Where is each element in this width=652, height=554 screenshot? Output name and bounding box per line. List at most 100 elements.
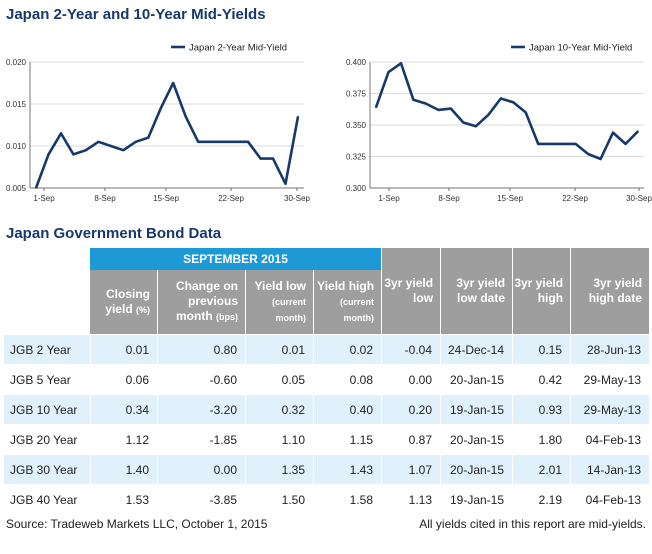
data-point [487,114,490,116]
y-tick-label: 0.015 [6,100,27,109]
bond-name: JGB 2 Year [4,334,90,364]
table-cell: 1.15 [313,424,382,454]
data-point [499,97,502,100]
data-point [35,187,37,189]
bond-data-table: SEPTEMBER 2015 3yr yield low 3yr yield low… [4,248,650,514]
table-cell: 1.53 [90,484,157,514]
table-cell: 20-Jan-15 [440,454,513,484]
data-point [72,153,75,156]
table-row: JGB 5 Year 0.06 -0.60 0.05 0.08 0.00 20-Jan-15… [4,364,650,394]
table-cell: 1.13 [381,484,441,514]
table-cell: 0.15 [512,334,571,364]
x-tick-label: 30-Sep [284,194,310,203]
table-cell: 14-Jan-13 [570,454,650,484]
legend-label: Japan 2-Year Mid-Yield [189,43,287,54]
table-cell: -0.60 [157,364,245,394]
table-cell: 1.07 [381,454,441,484]
column-header: Closing yield (%) [90,270,157,334]
x-tick-label: 22-Sep [218,194,244,203]
table-cell: 0.20 [381,394,441,424]
x-tick-label: 15-Sep [153,194,179,203]
data-point [412,99,415,101]
column-header-label: 3yr yield low date [456,276,506,305]
table-cell: 0.02 [313,334,382,364]
table-cell: 04-Feb-13 [570,484,650,514]
series-line [34,81,300,189]
x-tick-label: 22-Sep [562,194,588,203]
table-cell: 28-Jun-13 [570,334,650,364]
column-header: 3yr yield low date [440,248,513,334]
y-tick-label: 0.020 [6,58,27,67]
table-cell: 0.01 [90,334,157,364]
bond-name: JGB 40 Year [4,484,90,514]
table-cell: 29-May-13 [570,364,650,394]
table-cell: 0.87 [381,424,441,454]
table-cell: 24-Dec-14 [440,334,513,364]
data-point [437,109,440,111]
table-cell: 0.05 [245,364,313,394]
column-header: Yield low (current month) [245,270,313,334]
data-point [85,149,87,151]
table-cell: 1.58 [313,484,382,514]
column-header: Yield high (current month) [313,270,382,334]
table-cell: 19-Jan-15 [440,484,513,514]
data-point [284,183,287,185]
data-point [97,141,100,143]
column-header-label: Yield low [254,278,306,293]
table-cell: 0.42 [512,364,571,394]
data-point [612,131,614,134]
column-header: 3yr yield high date [570,248,650,334]
table-cell: -1.85 [157,424,245,454]
data-point [462,121,465,124]
yield-charts: 0.020 0.015 0.010 0.005 1-Sep 8-Sep 15-Sep 22-S… [6,43,652,204]
table-cell: 0.00 [381,364,441,394]
data-point [562,143,564,145]
column-header-label: Yield high [317,278,375,293]
data-point [537,143,539,145]
column-header-label: 3yr yield high [514,276,564,305]
x-tick-label: 1-Sep [378,194,400,203]
column-header-unit: (current month) [340,296,375,323]
table-cell: 1.10 [245,424,313,454]
column-header-unit: (current month) [271,296,306,323]
data-point [197,141,199,143]
column-header-row: Closing yield (%) Change on previous mont… [4,270,649,334]
chart-10-year: 0.400 0.375 0.350 0.325 0.300 1-Sep 8-Sep 15-Se… [346,43,652,204]
table-cell: 29-May-13 [570,394,650,424]
table-cell: 19-Jan-15 [440,394,513,424]
data-point [574,143,577,145]
column-header-label: 3yr yield low [384,276,434,305]
table-cell: 1.40 [90,454,157,484]
data-point [450,107,452,110]
legend-label: Japan 10-Year Mid-Yield [529,43,632,54]
column-header-label: 3yr yield high date [588,276,643,305]
data-point [425,102,427,105]
table-cell: 1.43 [313,454,382,484]
table-cell: 0.08 [313,364,382,394]
data-point [387,71,390,73]
data-point [110,145,112,147]
data-point [272,157,274,160]
y-tick-label: 0.350 [346,121,367,130]
data-point [209,141,212,143]
column-header-unit: (bps) [216,312,238,322]
data-point [122,149,125,151]
table-row: JGB 20 Year 1.12 -1.85 1.10 1.15 0.87 20-Jan-1… [4,424,650,454]
data-point [400,62,402,65]
data-point [587,153,589,155]
september-2015-header: SEPTEMBER 2015 [90,248,382,270]
x-tick-label: 8-Sep [438,194,460,203]
table-cell: 0.93 [512,394,571,424]
table-cell: 0.32 [245,394,313,424]
table-title: Japan Government Bond Data [6,225,222,242]
x-tick-label: 8-Sep [94,194,116,203]
y-tick-label: 0.400 [346,58,367,67]
y-tick-label: 0.325 [346,153,367,162]
data-point [599,158,602,160]
table-cell: 0.40 [313,394,382,424]
data-point [159,107,162,109]
mid-yield-note: All yields cited in this report are mid-… [419,517,646,531]
chart-2-year: 0.020 0.015 0.010 0.005 1-Sep 8-Sep 15-Sep 22-S… [6,43,310,204]
y-tick-label: 0.005 [6,184,27,193]
column-header: 3yr yield high [512,248,571,334]
